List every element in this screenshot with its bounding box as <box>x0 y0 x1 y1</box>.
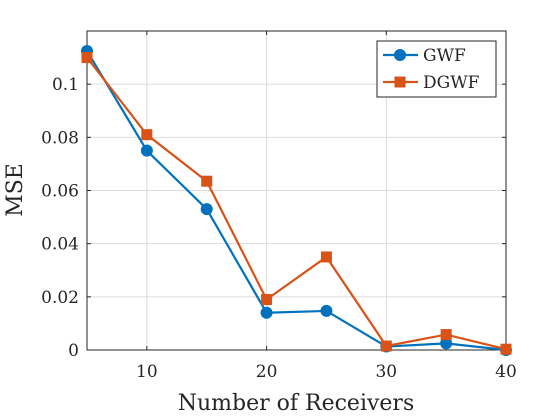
gwf-point <box>140 144 153 157</box>
series-group <box>81 44 512 356</box>
y-tick-label: 0.1 <box>52 75 79 95</box>
x-axis-label: Number of Receivers <box>178 391 415 416</box>
legend-marker-gwf <box>394 49 406 61</box>
dgwf-point <box>440 329 452 341</box>
legend-marker-dgwf <box>394 76 406 88</box>
dgwf-point <box>261 293 273 305</box>
legend-label-dgwf: DGWF <box>423 73 480 93</box>
dgwf-point <box>81 52 93 64</box>
y-tick-label: 0.08 <box>41 128 79 148</box>
y-axis-label: MSE <box>3 163 28 217</box>
x-tick-label: 30 <box>375 362 397 382</box>
y-axis-ticks: 0 0.02 0.04 0.06 0.08 0.1 <box>41 75 506 361</box>
x-tick-label: 20 <box>256 362 278 382</box>
y-tick-label: 0.02 <box>41 288 79 308</box>
gwf-point <box>200 203 213 216</box>
x-tick-label: 40 <box>495 362 517 382</box>
dgwf-point <box>380 340 392 352</box>
legend-item-dgwf: DGWF <box>383 73 480 93</box>
gwf-line <box>86 50 507 352</box>
x-tick-label: 10 <box>136 362 158 382</box>
series-dgwf <box>81 52 512 355</box>
gwf-point <box>260 306 273 319</box>
dgwf-point <box>141 129 153 141</box>
legend-label-gwf: GWF <box>423 46 466 66</box>
dgwf-line <box>86 56 507 351</box>
y-tick-label: 0.06 <box>41 182 79 202</box>
y-tick-label: 0.04 <box>41 235 79 255</box>
dgwf-point <box>500 343 512 355</box>
legend: GWF DGWF <box>376 40 497 98</box>
dgwf-point <box>201 175 213 187</box>
dgwf-point <box>320 251 332 263</box>
y-tick-label: 0 <box>68 341 79 361</box>
gwf-point <box>320 304 333 317</box>
legend-item-gwf: GWF <box>383 46 466 66</box>
